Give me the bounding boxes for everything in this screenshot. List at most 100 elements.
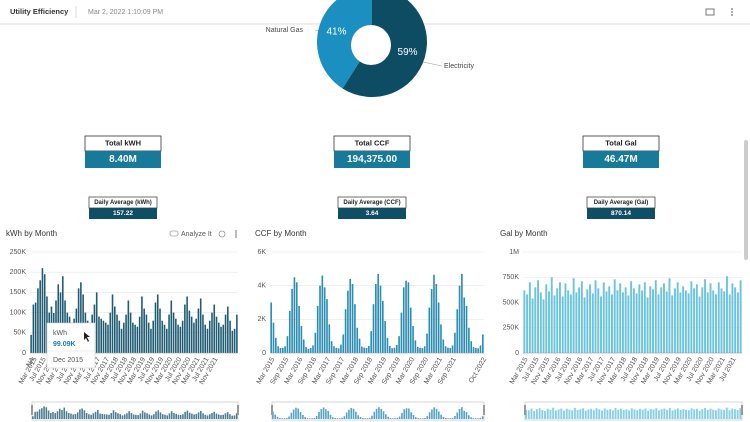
- scrollbar[interactable]: [744, 140, 748, 260]
- bar: [409, 307, 412, 353]
- navigator-bar: [424, 418, 426, 419]
- navigator-bar: [173, 413, 175, 419]
- bar: [671, 295, 674, 353]
- navigator-bar: [576, 410, 579, 419]
- avg-title: Daily Average (CCF): [343, 200, 400, 206]
- navigator-bar: [595, 408, 598, 419]
- bar: [531, 298, 534, 353]
- navigator-bar: [47, 410, 50, 419]
- navigator-bar: [311, 418, 313, 419]
- bar: [704, 279, 707, 353]
- y-tick-label: 50K: [14, 330, 27, 337]
- navigator-bar: [54, 413, 57, 419]
- bar: [693, 288, 696, 353]
- cursor: [84, 332, 90, 342]
- bar: [354, 304, 356, 353]
- bar: [679, 292, 682, 353]
- navigator-bar: [382, 411, 385, 419]
- kpi-value-box: [583, 151, 659, 168]
- y-tick-label: 4K: [257, 283, 266, 290]
- bar: [347, 290, 349, 353]
- bar: [635, 293, 638, 353]
- bar: [720, 288, 723, 353]
- navigator-bar: [463, 410, 465, 419]
- navigator-bar: [655, 408, 658, 419]
- bar: [463, 297, 466, 353]
- menu-dot[interactable]: [731, 11, 733, 13]
- navigator-bar: [620, 408, 622, 419]
- bar: [575, 292, 578, 353]
- bar: [233, 328, 236, 353]
- navigator-bar: [336, 418, 339, 419]
- y-tick-label: 100K: [10, 309, 27, 316]
- bar: [523, 290, 526, 353]
- bar: [184, 304, 186, 353]
- navigator-bar: [440, 414, 442, 419]
- bar: [231, 330, 234, 353]
- bar: [127, 300, 130, 353]
- bar: [141, 296, 143, 353]
- navigator-bar: [706, 410, 709, 419]
- navigator-bar: [226, 412, 229, 419]
- navigator-bar: [101, 413, 104, 419]
- navigator-bar: [217, 414, 220, 419]
- bar: [624, 287, 627, 353]
- menu-dot[interactable]: [731, 8, 733, 10]
- bar: [143, 308, 145, 353]
- navigator-bar: [527, 410, 530, 419]
- header-icon[interactable]: [705, 8, 715, 16]
- navigator-bar: [368, 417, 371, 419]
- bar: [616, 290, 619, 353]
- bar: [208, 320, 211, 353]
- bar: [177, 324, 179, 353]
- bar: [684, 290, 687, 353]
- y-tick-label: 0: [22, 350, 26, 357]
- bar: [454, 332, 456, 353]
- navigator-bar: [375, 408, 378, 419]
- bar: [377, 273, 379, 353]
- bar: [435, 283, 438, 353]
- bar: [330, 341, 333, 353]
- navigator-bar: [345, 412, 348, 419]
- navigator-bar: [105, 414, 108, 419]
- navigator-bar: [81, 408, 83, 419]
- navigator-bar: [297, 408, 300, 419]
- navigator-bar: [235, 413, 238, 419]
- bar: [567, 290, 570, 353]
- bar: [426, 333, 428, 353]
- bar: [578, 287, 581, 353]
- bar: [597, 288, 600, 353]
- bar: [206, 328, 209, 353]
- bar: [526, 294, 529, 353]
- chart-title: CCF by Month: [255, 229, 307, 238]
- kpi-title: Total Gal: [605, 138, 637, 147]
- navigator-bar: [215, 413, 218, 419]
- bar: [687, 293, 690, 353]
- bar: [365, 347, 368, 353]
- navigator-bar: [731, 408, 734, 419]
- analyze-it[interactable]: Analyze It: [181, 231, 212, 238]
- kpi-value: 8.40M: [109, 154, 137, 165]
- navigator-bar: [94, 411, 97, 419]
- navigator-bar: [611, 410, 614, 419]
- bar: [30, 334, 32, 353]
- navigator-bar: [679, 410, 682, 419]
- navigator-bar: [739, 408, 742, 419]
- bar: [542, 299, 545, 353]
- bar: [147, 322, 150, 353]
- navigator-bar: [663, 408, 666, 419]
- navigator-bar: [378, 407, 380, 419]
- navigator-bar: [544, 411, 546, 419]
- avg-title: Daily Average (Gal): [594, 200, 649, 206]
- menu-dot[interactable]: [731, 14, 733, 16]
- navigator-bar: [636, 410, 639, 419]
- navigator-bar: [79, 409, 81, 419]
- navigator-bar: [148, 414, 151, 419]
- bar: [41, 268, 44, 353]
- bar: [222, 324, 225, 353]
- navigator-bar: [144, 412, 146, 419]
- navigator-bar: [117, 413, 119, 419]
- bar: [298, 305, 300, 353]
- navigator-bar: [573, 407, 576, 419]
